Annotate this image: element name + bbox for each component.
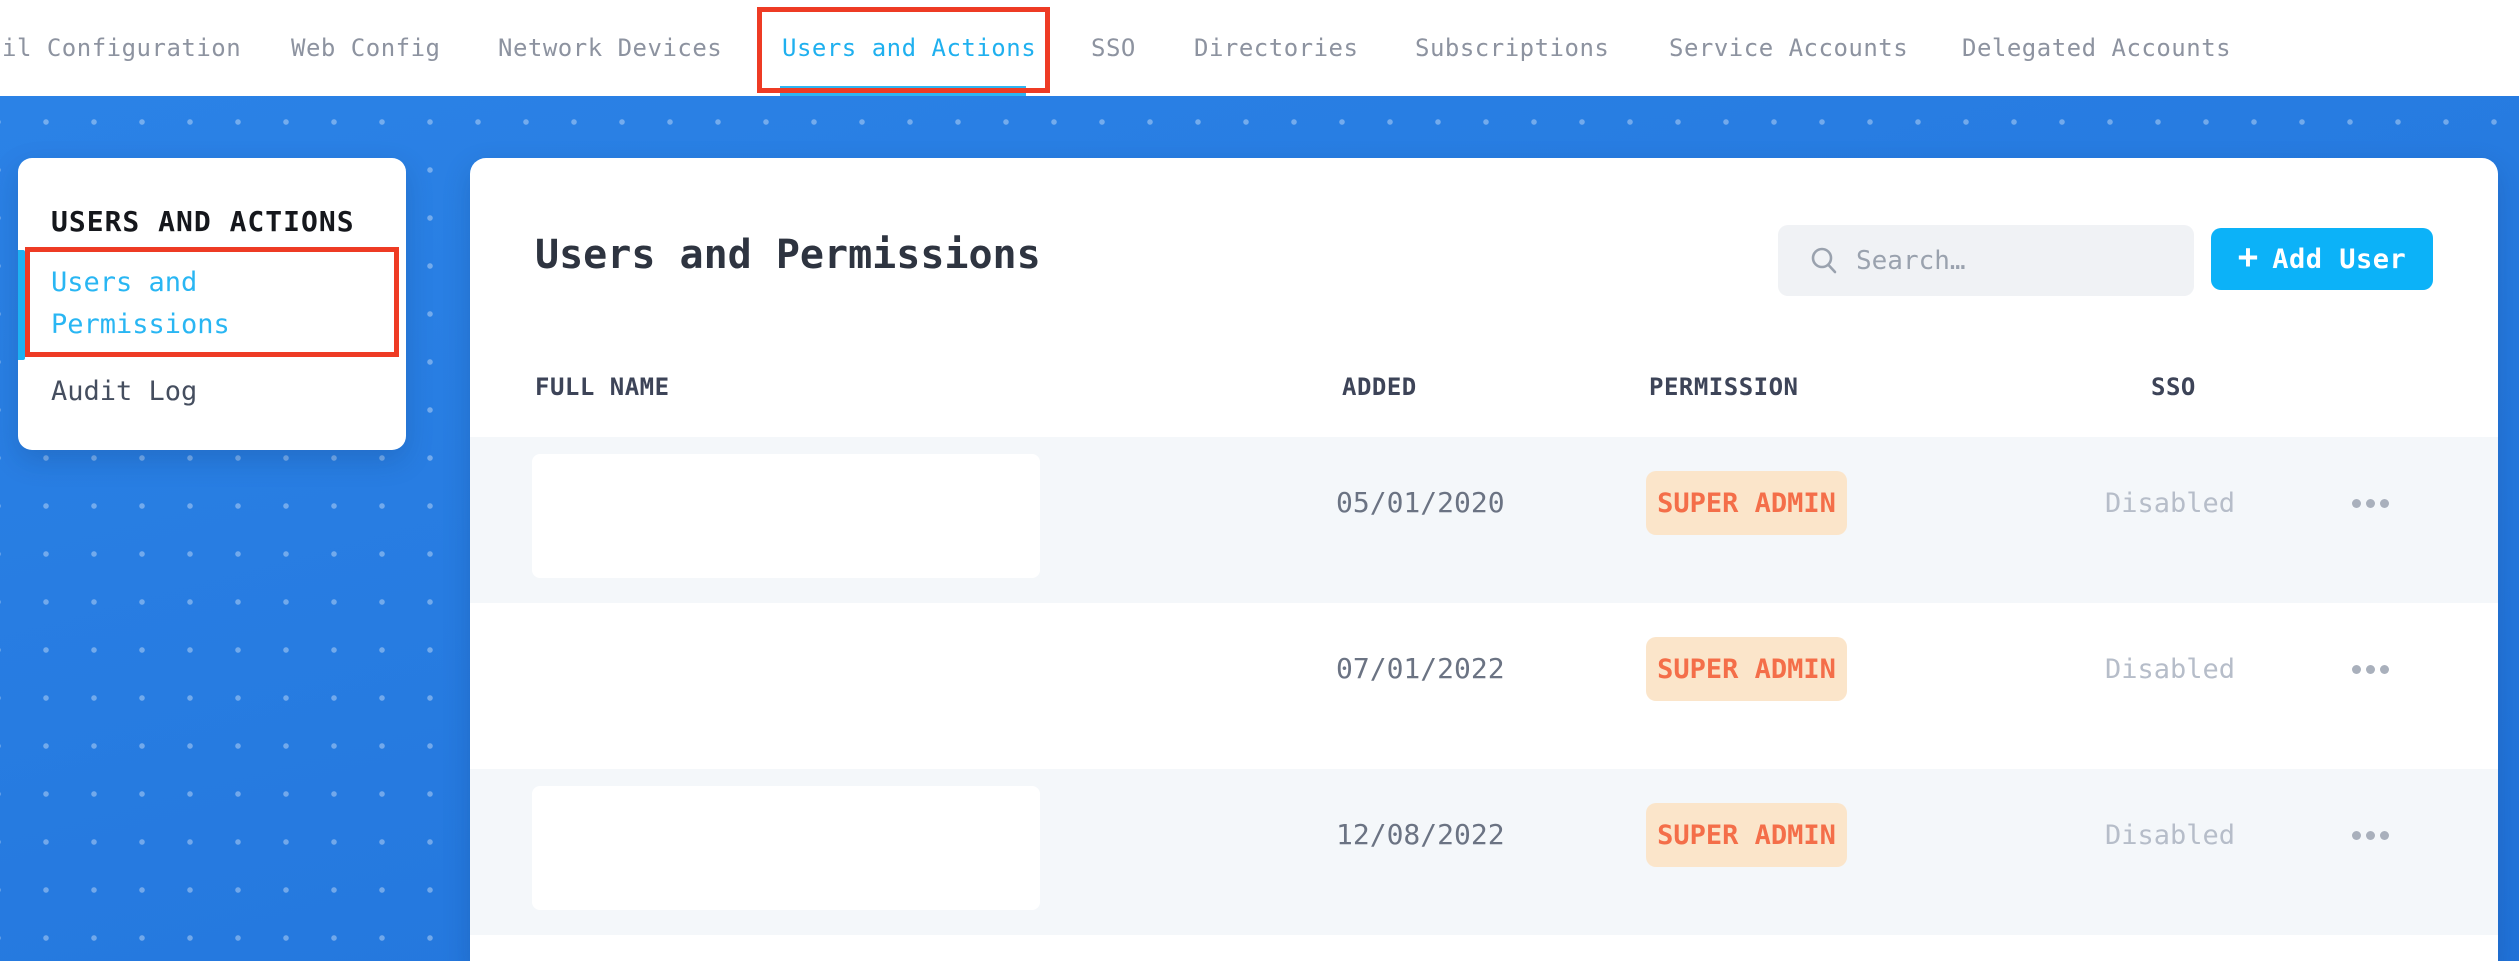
sidebar-heading: USERS AND ACTIONS <box>51 205 355 238</box>
tab-users-and-actions[interactable]: Users and Actions <box>782 34 1037 62</box>
tab-directories[interactable]: Directories <box>1194 34 1359 62</box>
sso-status: Disabled <box>2105 488 2236 519</box>
sso-status: Disabled <box>2105 654 2236 685</box>
permission-badge: SUPER ADMIN <box>1646 637 1847 701</box>
column-header-full-name: FULL NAME <box>535 373 670 401</box>
table-row: 05/01/2020 SUPER ADMIN Disabled <box>470 437 2498 603</box>
tab-delegated-accounts[interactable]: Delegated Accounts <box>1962 34 2232 62</box>
added-date: 05/01/2020 <box>1336 486 1505 519</box>
search-input[interactable] <box>1856 225 2193 296</box>
search-box <box>1778 225 2194 296</box>
added-date: 07/01/2022 <box>1336 652 1505 685</box>
page-title: Users and Permissions <box>535 232 1041 278</box>
row-actions-menu-icon[interactable] <box>2352 657 2410 681</box>
table-row: 07/01/2022 SUPER ADMIN Disabled <box>470 603 2498 769</box>
search-icon <box>1811 247 1837 273</box>
row-actions-menu-icon[interactable] <box>2352 823 2410 847</box>
tab-configuration[interactable]: il Configuration <box>2 34 242 62</box>
tab-sso[interactable]: SSO <box>1091 34 1136 62</box>
row-actions-menu-icon[interactable] <box>2352 491 2410 515</box>
tab-network-devices[interactable]: Network Devices <box>498 34 723 62</box>
sidebar-item-audit-log[interactable]: Audit Log <box>51 376 198 407</box>
plus-icon: + <box>2237 237 2259 277</box>
active-item-indicator-bar <box>18 250 25 360</box>
sso-status: Disabled <box>2105 820 2236 851</box>
redacted-full-name <box>532 620 1040 744</box>
added-date: 12/08/2022 <box>1336 818 1505 851</box>
column-header-added: ADDED <box>1342 373 1417 401</box>
column-header-permission: PERMISSION <box>1649 373 1799 401</box>
top-tab-bar: il Configuration Web Config Network Devi… <box>0 0 2519 96</box>
tab-subscriptions[interactable]: Subscriptions <box>1415 34 1610 62</box>
add-user-button[interactable]: + Add User <box>2211 228 2433 290</box>
column-header-sso: SSO <box>2151 373 2196 401</box>
permission-badge: SUPER ADMIN <box>1646 803 1847 867</box>
permission-badge: SUPER ADMIN <box>1646 471 1847 535</box>
users-permissions-panel: Users and Permissions + Add User FULL NA… <box>470 158 2498 961</box>
table-row: 12/08/2022 SUPER ADMIN Disabled <box>470 769 2498 935</box>
sidebar-item-users-and-permissions[interactable]: Users and Permissions <box>51 267 230 340</box>
redacted-full-name <box>532 454 1040 578</box>
active-tab-underline <box>780 86 1026 96</box>
tab-service-accounts[interactable]: Service Accounts <box>1669 34 1909 62</box>
redacted-full-name <box>532 786 1040 910</box>
tab-web-config[interactable]: Web Config <box>291 34 441 62</box>
add-user-label: Add User <box>2272 243 2407 275</box>
sidebar-card: USERS AND ACTIONS Users and Permissions … <box>18 158 406 450</box>
